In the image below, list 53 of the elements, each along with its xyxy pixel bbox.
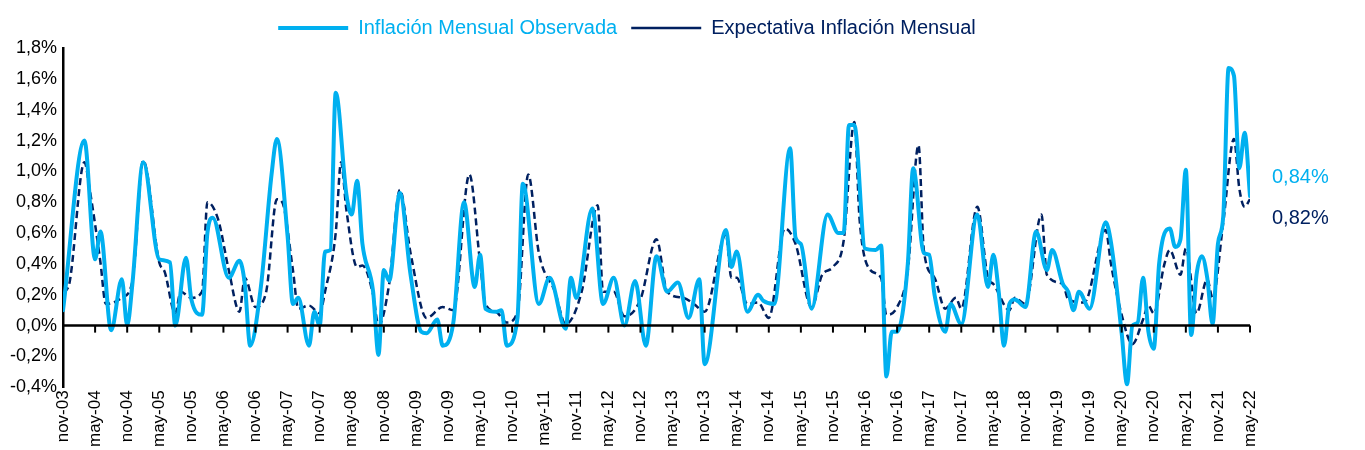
y-tick-label: -0,2%	[9, 345, 58, 366]
x-tick-label: may-10	[469, 390, 489, 447]
x-tick-label: may-07	[277, 390, 297, 447]
y-tick-label: 0,4%	[15, 252, 58, 273]
x-tick-label: nov-18	[1015, 390, 1035, 443]
x-tick-label: may-04	[84, 390, 104, 447]
x-tick-label: nov-13	[694, 390, 714, 443]
x-tick-label: nov-15	[822, 390, 842, 443]
x-tick-label: nov-12	[630, 390, 650, 443]
x-tick-label: nov-06	[245, 390, 265, 443]
x-tick-label: nov-04	[116, 390, 136, 443]
x-tick-label: may-06	[213, 390, 233, 447]
x-tick-label: nov-21	[1207, 390, 1227, 443]
y-tick-label: 0,0%	[15, 314, 58, 335]
y-tick-label: 0,8%	[15, 191, 58, 212]
x-tick-label: may-09	[405, 390, 425, 447]
x-tick-label: may-21	[1175, 390, 1195, 447]
annotation: 0,84%	[1272, 164, 1329, 187]
y-tick-label: 1,4%	[15, 98, 58, 119]
y-tick-label: 1,2%	[15, 129, 58, 150]
y-tick-label: 0,6%	[15, 222, 58, 243]
x-tick-label: nov-09	[437, 390, 457, 443]
x-tick-label: may-14	[726, 390, 746, 447]
y-tick-label: 1,6%	[15, 67, 58, 88]
x-tick-label: may-05	[148, 390, 168, 447]
x-tick-label: nov-20	[1143, 390, 1163, 443]
x-tick-label: nov-14	[758, 390, 778, 443]
x-tick-label: may-18	[983, 390, 1003, 447]
x-tick-label: nov-16	[886, 390, 906, 443]
line-series	[63, 66, 1250, 387]
y-tick-label: 1,0%	[15, 160, 58, 181]
x-tick-label: nov-19	[1079, 390, 1099, 443]
x-tick-label: may-11	[533, 390, 553, 446]
x-tick-label: nov-08	[373, 390, 393, 443]
x-tick-label: may-13	[662, 390, 682, 447]
x-tick-label: may-19	[1047, 390, 1067, 447]
annotation: 0,82%	[1272, 205, 1329, 228]
legend-label: Inflación Mensual Observada	[358, 15, 619, 38]
x-tick-label: may-15	[790, 390, 810, 447]
y-tick-label: 0,2%	[15, 283, 58, 304]
x-tick-label: may-20	[1111, 390, 1131, 447]
x-tick-label: nov-07	[309, 390, 329, 443]
legend-label: Expectativa Inflación Mensual	[711, 15, 976, 38]
x-tick-label: nov-05	[181, 390, 201, 443]
x-tick-label: nov-10	[501, 390, 521, 443]
x-tick-label: nov-17	[950, 390, 970, 443]
x-tick-label: may-08	[341, 390, 361, 447]
y-tick-label: 1,8%	[15, 36, 58, 57]
x-tick-label: nov-11	[566, 390, 585, 442]
x-tick-label: may-12	[598, 390, 618, 447]
x-tick-label: may-16	[854, 390, 874, 447]
x-tick-label: may-22	[1239, 390, 1259, 447]
x-tick-label: may-17	[918, 390, 938, 447]
